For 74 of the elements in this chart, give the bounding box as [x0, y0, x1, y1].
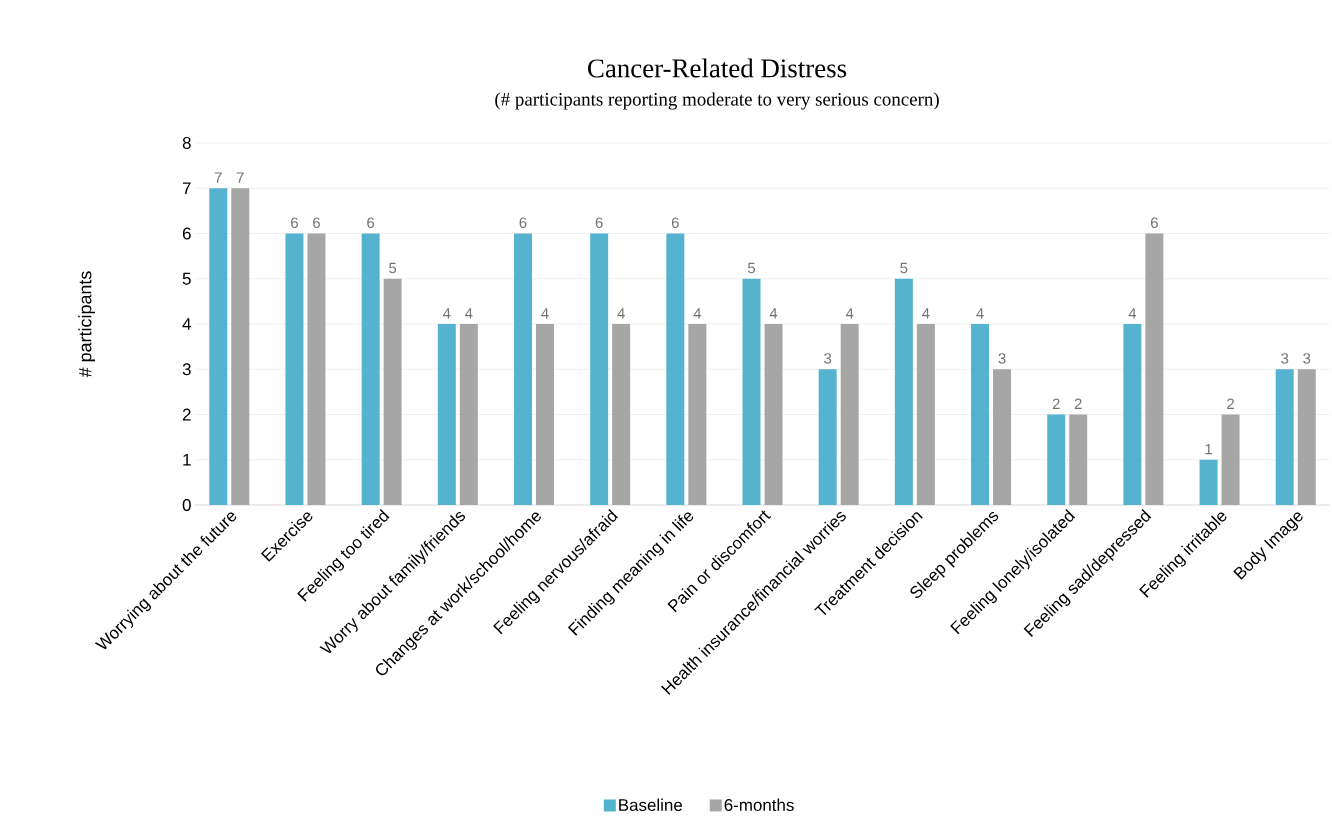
data-label: 6 [291, 217, 298, 228]
bar [1297, 369, 1316, 505]
data-label: 3 [1303, 353, 1311, 364]
bar [688, 323, 707, 505]
data-label: 4 [845, 308, 854, 319]
chart-subtitle: (# participants reporting moderate to very serious concern) [495, 92, 939, 110]
data-label: 6 [519, 217, 527, 228]
bar [612, 323, 631, 505]
bar [840, 323, 859, 505]
data-label: 6 [367, 217, 375, 228]
bar [742, 278, 761, 505]
bar [437, 323, 456, 505]
bar [513, 233, 532, 505]
chart-title: Cancer-Related Distress [588, 58, 847, 78]
data-label: 4 [693, 308, 702, 319]
data-label: 7 [236, 172, 244, 183]
data-label: 4 [465, 308, 473, 319]
bar [209, 188, 228, 505]
y-tick-label: 1 [183, 453, 191, 466]
bar [285, 233, 304, 505]
bar [1199, 459, 1218, 505]
bar [971, 323, 990, 505]
y-tick-label: 0 [182, 499, 191, 511]
bar [361, 233, 380, 505]
data-label: 4 [922, 308, 930, 319]
data-label: 6 [313, 217, 320, 228]
data-label: 2 [1052, 398, 1060, 409]
bar [459, 323, 478, 505]
data-label: 1 [1205, 443, 1212, 455]
bar [1123, 323, 1142, 505]
legend-label: Baseline [619, 798, 683, 812]
y-axis-title: # participants [78, 271, 95, 378]
bar [1047, 414, 1066, 505]
legend-label: 6-months [724, 798, 794, 812]
data-label: 6 [595, 217, 603, 228]
data-label: 2 [1074, 398, 1082, 409]
data-label: 6 [671, 217, 679, 228]
data-label: 3 [1281, 353, 1289, 364]
y-tick-label: 5 [182, 272, 191, 285]
data-label: 7 [214, 172, 222, 183]
bar [535, 323, 554, 505]
data-label: 4 [617, 308, 625, 319]
bar [590, 233, 609, 505]
bar [383, 278, 402, 505]
data-label: 3 [824, 353, 832, 364]
data-label: 5 [389, 262, 397, 274]
bar [1145, 233, 1164, 505]
data-label: 4 [443, 308, 451, 319]
bar [894, 278, 913, 505]
bar [1275, 369, 1294, 505]
bar [231, 188, 250, 505]
data-label: 5 [747, 262, 756, 274]
bar [307, 233, 326, 505]
data-label: 3 [998, 353, 1006, 364]
bar [764, 323, 783, 505]
y-tick-label: 6 [182, 227, 191, 240]
y-tick-label: 2 [182, 408, 191, 421]
y-tick-label: 7 [182, 182, 191, 195]
data-label: 2 [1227, 398, 1234, 409]
y-tick-label: 4 [182, 318, 191, 330]
data-label: 6 [1150, 217, 1158, 228]
data-label: 4 [976, 308, 984, 319]
bar [916, 323, 935, 505]
bar [818, 369, 837, 505]
bar [993, 369, 1012, 505]
data-label: 4 [1128, 308, 1137, 319]
data-label: 5 [900, 262, 908, 274]
bar [666, 233, 685, 505]
y-tick-label: 8 [182, 136, 191, 149]
bar [1221, 414, 1240, 505]
y-tick-label: 3 [182, 363, 191, 376]
data-label: 4 [541, 308, 549, 319]
data-label: 4 [769, 308, 778, 319]
bar [1069, 414, 1088, 505]
